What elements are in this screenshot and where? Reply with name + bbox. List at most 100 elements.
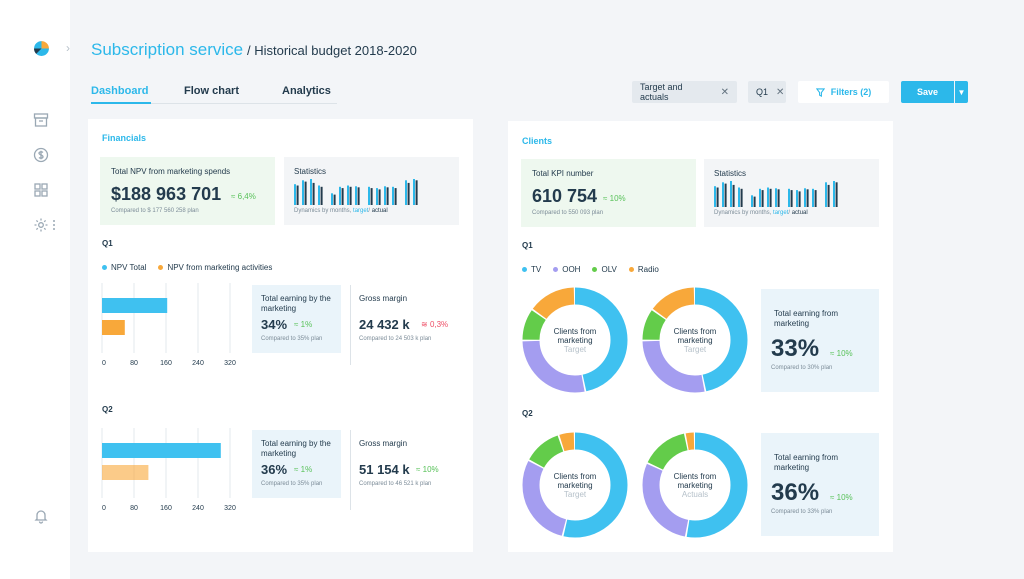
spark-bar-actual xyxy=(827,184,830,207)
donut-center-label: Clients from marketing Target xyxy=(673,327,717,354)
donut-slice-tv[interactable] xyxy=(642,287,748,393)
clients-q1-earning-delta: ≈ 10% xyxy=(830,349,853,358)
statistics-sparkline-chart xyxy=(294,179,418,205)
spark-bar-actual xyxy=(753,196,756,207)
donut-slice-ooh[interactable] xyxy=(642,432,748,538)
spark-bar-actual xyxy=(341,188,344,205)
q2-margin-compare: Compared to 46 521 k plan xyxy=(359,481,432,487)
spark-bar-target xyxy=(767,187,769,207)
bar-npv-total[interactable] xyxy=(102,443,221,458)
spark-bar-actual xyxy=(304,181,307,205)
tab-analytics[interactable]: Analytics xyxy=(282,85,331,97)
legend-item-npv-total: NPV Total xyxy=(102,263,146,272)
axis-tick-label: 160 xyxy=(160,360,172,367)
spark-bar-target xyxy=(384,186,386,205)
kpi-label: Total KPI number xyxy=(532,169,594,178)
pie-chart-logo-icon[interactable] xyxy=(33,40,50,57)
axis-tick-label: 0 xyxy=(102,360,106,367)
q2-margin-delta: ≈ 10% xyxy=(416,465,439,474)
axis-tick-label: 240 xyxy=(192,360,204,367)
divider xyxy=(350,430,351,510)
spark-bar-actual xyxy=(386,187,389,205)
q1-margin-label: Gross margin xyxy=(359,294,408,303)
donut-center-label: Clients from marketing Target xyxy=(553,327,597,354)
close-icon[interactable]: ✕ xyxy=(776,86,785,98)
bar-npv-marketing[interactable] xyxy=(102,320,125,335)
donut-slice-tv[interactable] xyxy=(522,287,628,393)
bar-npv-total[interactable] xyxy=(102,298,168,313)
spark-bar-target xyxy=(376,188,378,205)
axis-tick-label: 80 xyxy=(130,360,138,367)
donut-center-label: Clients from marketing Actuals xyxy=(673,472,717,499)
spark-bar-target xyxy=(804,188,806,207)
donut-slice-ooh[interactable] xyxy=(642,287,748,393)
spark-bar-target xyxy=(405,180,407,205)
dollar-icon[interactable] xyxy=(33,147,49,163)
q2-earning-compare: Compared to 35% plan xyxy=(261,481,323,487)
spark-bar-actual xyxy=(349,186,352,205)
statistics-label: Statistics xyxy=(294,167,327,176)
chevron-down-icon[interactable]: ▼ xyxy=(955,81,968,103)
archive-icon[interactable] xyxy=(33,112,49,128)
page-title: Subscription service xyxy=(91,40,244,59)
q1-earning-value: 34% xyxy=(261,317,288,332)
spark-bar-target xyxy=(347,185,349,205)
legend-item-ooh: OOH xyxy=(553,265,580,274)
spark-bar-target xyxy=(833,181,835,207)
settings-gear-icon[interactable] xyxy=(33,217,49,233)
spark-bar-actual xyxy=(724,183,727,207)
dashboard-grid-icon[interactable] xyxy=(33,182,49,198)
q1-target-donut-chart xyxy=(522,287,628,393)
trend-up-icon: ≈ xyxy=(294,465,299,474)
spark-bar-actual xyxy=(312,182,315,205)
clients-q2-earning-label: Total earning from marketing xyxy=(774,453,839,472)
npv-label: Total NPV from marketing spends xyxy=(111,167,231,176)
spark-bar-target xyxy=(759,188,761,207)
spark-bar-target xyxy=(714,186,716,207)
donut-slice-ooh[interactable] xyxy=(522,287,628,393)
spark-bar-target xyxy=(730,181,732,207)
trend-up-icon: ≈ xyxy=(603,194,608,203)
more-vertical-icon[interactable] xyxy=(52,219,56,231)
q1-margin-delta: ≋ 0,3% xyxy=(421,320,449,329)
active-tab-indicator xyxy=(91,102,151,104)
statistics-sparkline-chart xyxy=(714,181,838,207)
spark-bar-target xyxy=(413,179,415,205)
filter-funnel-icon xyxy=(815,87,825,97)
close-icon[interactable]: ✕ xyxy=(720,86,729,98)
clients-q2-earning-value: 36% xyxy=(771,479,820,506)
spark-bar-actual xyxy=(806,189,809,207)
spark-bar-target xyxy=(355,186,357,205)
spark-bar-target xyxy=(368,186,370,205)
clients-q1-earning-value: 33% xyxy=(771,335,820,362)
q2-earning-delta: ≈ 1% xyxy=(294,465,313,474)
divider xyxy=(350,285,351,365)
spark-bar-actual xyxy=(732,184,735,207)
clients-legend: TV OOH OLV Radio xyxy=(522,265,659,274)
trend-up-icon: ≈ xyxy=(416,465,421,474)
spark-bar-actual xyxy=(320,186,323,205)
clients-q1-earning-label: Total earning from marketing xyxy=(774,309,839,328)
trend-up-icon: ≈ xyxy=(231,192,236,201)
spark-bar-actual xyxy=(798,191,801,207)
axis-tick-label: 160 xyxy=(160,505,172,512)
donut-center-label: Clients from marketing Target xyxy=(553,472,597,499)
donut-slice-tv[interactable] xyxy=(522,432,628,538)
q2-earning-value: 36% xyxy=(261,462,288,477)
kpi-value: 610 754 xyxy=(532,186,598,206)
axis-tick-label: 320 xyxy=(224,505,236,512)
donut-slice-tv[interactable] xyxy=(642,432,748,538)
tab-flow-chart[interactable]: Flow chart xyxy=(184,85,240,97)
tab-dashboard[interactable]: Dashboard xyxy=(91,85,149,97)
filters-button[interactable]: Filters (2) xyxy=(798,81,889,103)
donut-slice-ooh[interactable] xyxy=(522,432,628,538)
bell-icon[interactable] xyxy=(33,508,49,524)
statistics-label: Statistics xyxy=(714,169,747,178)
kpi-delta: ≈ 10% xyxy=(603,194,626,203)
bar-npv-marketing[interactable] xyxy=(102,465,149,480)
legend-item-npv-marketing: NPV from marketing activities xyxy=(158,263,272,272)
q1-earning-delta: ≈ 1% xyxy=(294,320,313,329)
chevron-right-icon[interactable]: › xyxy=(66,41,70,55)
save-button[interactable]: Save xyxy=(901,81,954,103)
breadcrumb-subtitle: / Historical budget 2018-2020 xyxy=(247,43,417,58)
